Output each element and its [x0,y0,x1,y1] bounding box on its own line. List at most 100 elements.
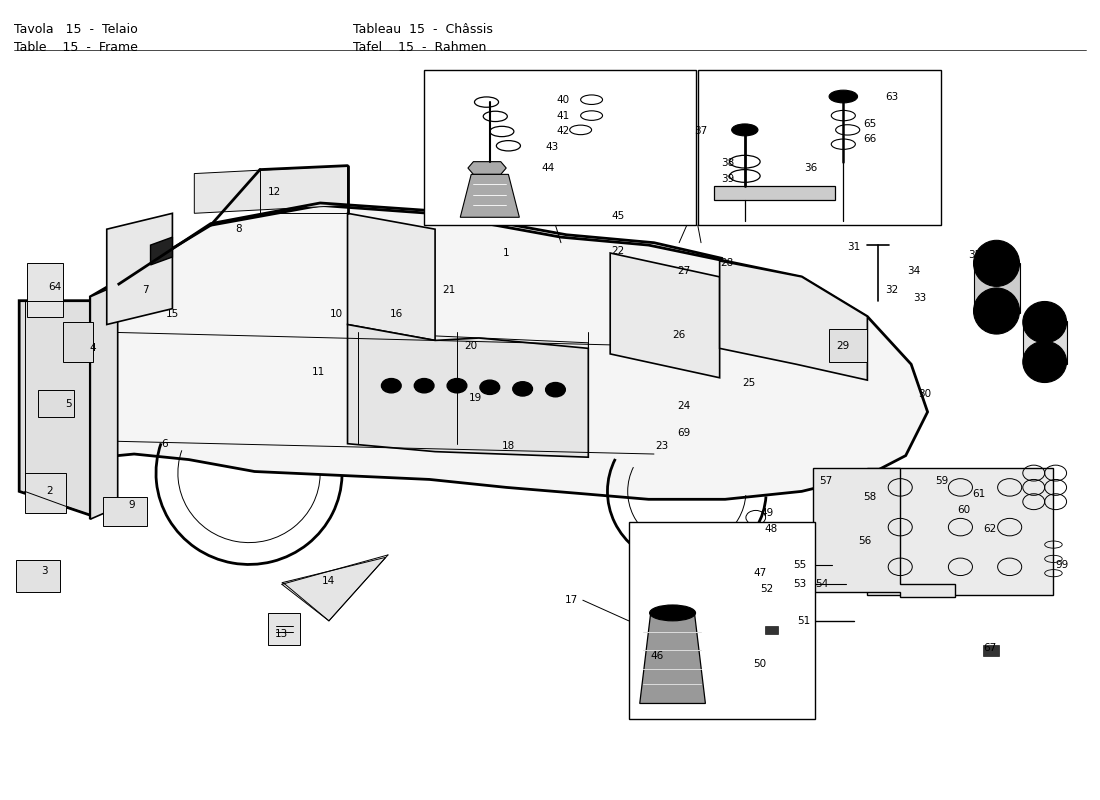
Polygon shape [90,206,927,519]
Text: 32: 32 [884,286,898,295]
Polygon shape [348,214,436,341]
Text: 27: 27 [676,266,690,276]
Text: 21: 21 [442,286,455,295]
Text: 63: 63 [884,91,898,102]
Polygon shape [267,613,300,645]
Text: 48: 48 [764,524,778,534]
Text: 33: 33 [913,294,926,303]
Polygon shape [151,237,173,265]
Ellipse shape [829,90,858,103]
Polygon shape [974,263,1020,313]
Text: 9: 9 [129,500,135,510]
Circle shape [480,380,499,394]
Text: 19: 19 [469,394,482,403]
Polygon shape [983,645,999,656]
Text: Tavola   15  -  Telaio: Tavola 15 - Telaio [13,22,138,36]
Text: 41: 41 [557,110,570,121]
Polygon shape [1023,321,1067,364]
Text: 3: 3 [41,566,47,576]
Text: 30: 30 [917,389,931,398]
Text: 5: 5 [65,399,72,409]
Text: 45: 45 [612,210,625,221]
Text: 53: 53 [793,579,806,590]
Text: 18: 18 [502,441,515,451]
Text: 62: 62 [983,524,997,534]
Polygon shape [26,263,63,317]
Text: 24: 24 [676,402,690,411]
Text: 60: 60 [957,505,970,514]
Text: 6: 6 [162,438,168,449]
Text: Tafel    15  -  Rahmen: Tafel 15 - Rahmen [353,41,486,54]
Polygon shape [460,174,519,218]
Text: 11: 11 [311,367,324,377]
Text: 12: 12 [267,187,280,197]
Polygon shape [24,473,66,513]
Polygon shape [813,467,955,597]
Text: 68: 68 [1038,309,1052,319]
Circle shape [447,378,466,393]
Polygon shape [714,186,835,200]
Text: 8: 8 [234,224,241,234]
Text: 4: 4 [89,343,96,354]
Polygon shape [63,322,92,362]
Text: 44: 44 [541,163,554,173]
Text: 35: 35 [968,250,981,261]
Polygon shape [640,613,705,703]
Text: 66: 66 [864,134,877,145]
Text: 1: 1 [503,248,509,258]
Polygon shape [107,214,173,325]
FancyBboxPatch shape [697,70,940,226]
Text: 28: 28 [720,258,734,268]
Polygon shape [103,497,147,526]
Ellipse shape [732,124,758,136]
Text: 52: 52 [760,584,773,594]
Text: Tableau  15  -  Châssis: Tableau 15 - Châssis [353,22,493,36]
Text: 49: 49 [760,508,773,518]
Text: 29: 29 [837,341,850,351]
Text: 37: 37 [694,126,707,137]
Text: 69: 69 [676,428,690,438]
Text: 36: 36 [804,163,817,173]
Text: 25: 25 [742,378,756,387]
Text: 58: 58 [864,492,877,502]
Ellipse shape [1023,302,1067,342]
Text: 65: 65 [864,118,877,129]
Text: 55: 55 [793,560,806,570]
Text: eurospares: eurospares [615,335,879,378]
Text: 13: 13 [275,630,288,639]
Text: 22: 22 [612,246,625,256]
Text: 17: 17 [565,595,579,605]
Text: 40: 40 [557,94,570,105]
Polygon shape [764,626,778,634]
FancyBboxPatch shape [425,70,695,226]
Text: 50: 50 [754,658,767,669]
Text: 99: 99 [1056,560,1069,570]
Text: 26: 26 [672,330,685,340]
Text: 61: 61 [972,489,986,498]
Ellipse shape [974,240,1020,286]
Ellipse shape [1023,342,1067,382]
Text: 2: 2 [46,486,53,496]
Circle shape [513,382,532,396]
Text: 64: 64 [48,282,62,292]
Text: 14: 14 [322,576,335,586]
Text: Table    15  -  Frame: Table 15 - Frame [13,41,138,54]
Text: 59: 59 [935,476,948,486]
Polygon shape [90,285,118,519]
Text: 56: 56 [859,537,872,546]
Polygon shape [868,467,1054,594]
Polygon shape [359,333,588,452]
Text: 54: 54 [815,579,828,590]
Polygon shape [37,390,74,418]
Text: 15: 15 [166,309,179,319]
Polygon shape [719,261,868,380]
Text: 20: 20 [464,341,477,351]
Polygon shape [348,325,588,457]
Text: 57: 57 [820,476,833,486]
Text: 46: 46 [650,651,664,661]
Polygon shape [468,162,506,174]
Circle shape [546,382,565,397]
Text: 38: 38 [720,158,734,168]
Text: 16: 16 [390,309,404,319]
Text: 42: 42 [557,126,570,137]
